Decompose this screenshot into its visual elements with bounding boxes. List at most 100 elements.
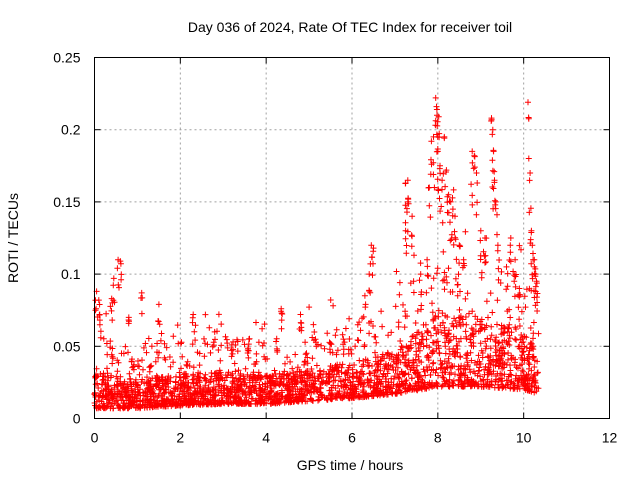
data-point <box>361 342 368 348</box>
data-point <box>338 369 345 376</box>
data-point <box>446 359 452 366</box>
data-point <box>423 289 430 296</box>
data-point <box>498 378 505 385</box>
data-point <box>404 177 411 184</box>
data-point <box>144 404 151 411</box>
data-point <box>412 340 419 347</box>
data-point <box>512 283 519 290</box>
axis-ticks <box>94 57 610 419</box>
data-point <box>441 286 448 293</box>
data-point <box>287 370 293 377</box>
data-point <box>435 113 442 120</box>
data-point <box>325 375 332 382</box>
data-point <box>217 357 224 364</box>
data-point <box>324 330 331 337</box>
data-point <box>350 373 357 380</box>
data-point <box>202 382 209 389</box>
data-point <box>242 365 249 372</box>
data-point <box>414 378 421 385</box>
data-point <box>497 375 504 382</box>
data-point <box>310 381 317 388</box>
data-point <box>107 397 113 404</box>
data-point <box>453 256 460 263</box>
data-point <box>396 382 403 389</box>
data-point <box>493 376 500 383</box>
data-point <box>142 388 149 395</box>
data-point <box>382 378 389 385</box>
data-point <box>298 320 305 327</box>
data-point <box>416 383 423 390</box>
data-point <box>273 345 280 352</box>
data-point <box>95 297 102 304</box>
data-point <box>218 383 225 390</box>
data-point <box>515 383 522 390</box>
data-point <box>308 396 315 403</box>
data-point <box>177 401 184 408</box>
data-point <box>105 400 111 407</box>
data-point <box>265 395 272 402</box>
data-point <box>507 367 514 374</box>
data-point <box>325 370 332 377</box>
data-point <box>92 381 99 388</box>
data-point <box>370 392 377 399</box>
data-point <box>485 314 491 321</box>
data-point <box>456 319 463 326</box>
data-point <box>402 227 409 234</box>
data-point <box>434 381 441 388</box>
data-point <box>487 336 494 343</box>
data-point <box>366 287 373 294</box>
data-point <box>273 335 280 342</box>
data-point <box>273 391 280 397</box>
data-point <box>375 391 382 398</box>
data-point <box>462 295 469 302</box>
data-point <box>374 376 381 382</box>
data-point <box>372 358 379 365</box>
data-point <box>334 361 341 368</box>
data-point <box>435 372 442 379</box>
data-point <box>218 374 225 381</box>
data-point <box>531 378 538 385</box>
data-point <box>499 383 506 390</box>
data-point <box>262 380 269 387</box>
data-point <box>454 292 461 299</box>
data-point <box>448 369 455 376</box>
data-point <box>451 352 458 358</box>
data-point <box>391 373 398 380</box>
data-point <box>377 361 384 368</box>
data-point <box>167 363 174 370</box>
data-point <box>408 243 415 250</box>
data-point <box>434 270 440 277</box>
data-point <box>450 241 457 248</box>
data-point <box>126 404 133 411</box>
data-point <box>508 378 515 385</box>
data-point <box>114 357 121 364</box>
data-point <box>329 371 336 378</box>
data-point <box>203 398 209 404</box>
data-point <box>108 392 115 399</box>
data-point <box>475 328 482 335</box>
data-point <box>527 325 534 331</box>
data-point <box>279 311 286 317</box>
data-point <box>196 391 203 398</box>
data-point <box>441 269 448 276</box>
data-point <box>356 357 363 364</box>
data-point <box>395 357 402 364</box>
data-point <box>525 115 532 122</box>
data-point <box>503 263 510 270</box>
data-point <box>145 335 152 342</box>
data-point <box>384 387 391 394</box>
data-point <box>138 379 145 385</box>
data-point <box>255 372 262 379</box>
data-point <box>395 374 402 381</box>
data-point <box>524 355 531 362</box>
data-point <box>153 383 160 390</box>
data-point <box>125 349 131 356</box>
data-point <box>416 341 423 348</box>
data-point <box>518 379 525 386</box>
data-point <box>116 403 123 410</box>
data-point <box>303 350 310 357</box>
data-point <box>358 377 364 384</box>
data-point <box>430 347 436 354</box>
data-point <box>498 326 505 332</box>
data-point <box>140 344 147 351</box>
